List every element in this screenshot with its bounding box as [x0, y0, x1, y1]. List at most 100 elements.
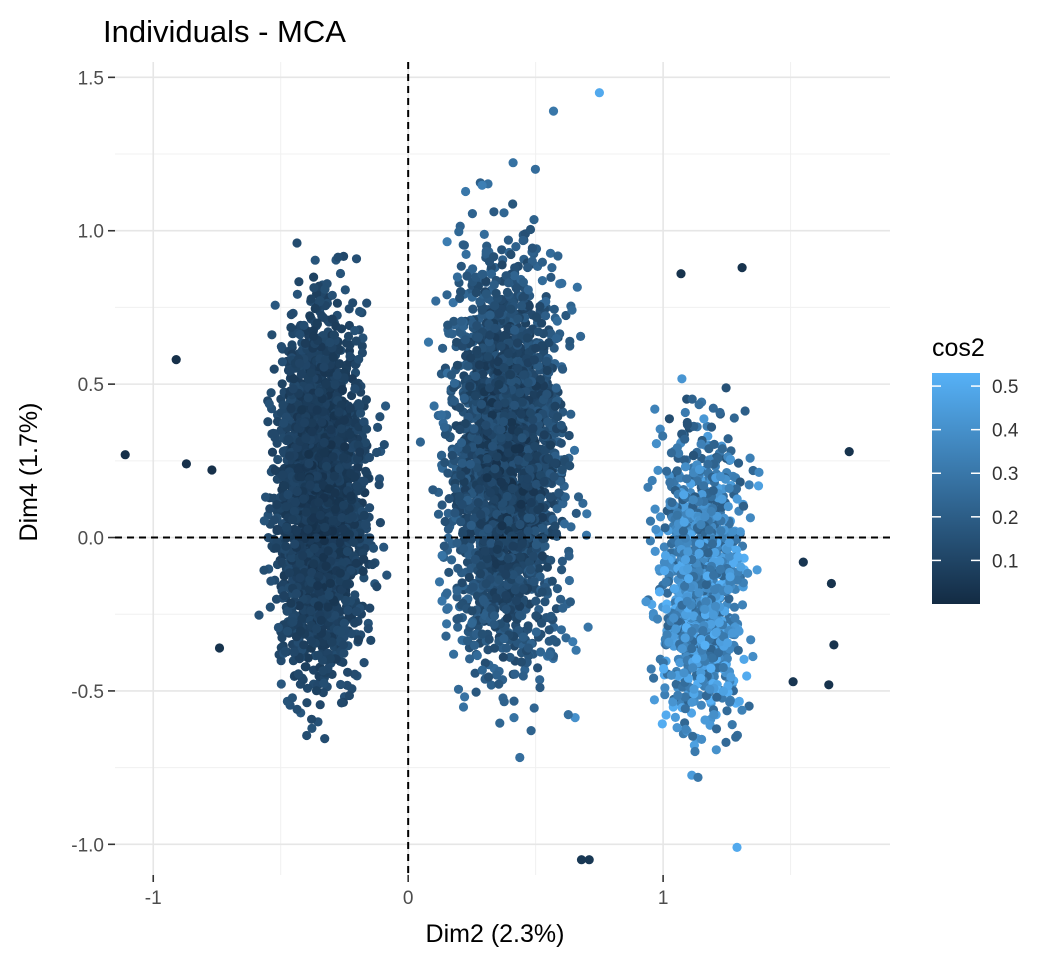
data-point [345, 351, 355, 361]
data-point [356, 408, 366, 418]
data-point [511, 242, 521, 252]
data-point [360, 520, 370, 530]
data-point [281, 522, 291, 533]
data-point [301, 507, 311, 517]
data-point [329, 471, 339, 481]
data-point [317, 417, 327, 427]
data-point [279, 418, 289, 428]
data-point [312, 318, 322, 328]
data-point [307, 723, 317, 734]
data-point [437, 596, 447, 606]
data-point [313, 581, 323, 591]
data-point [303, 393, 313, 403]
data-point [321, 561, 331, 571]
data-point [470, 640, 480, 651]
data-point [501, 643, 512, 653]
data-point [460, 692, 470, 702]
data-point [477, 269, 487, 279]
data-point [319, 448, 329, 458]
data-point [529, 576, 539, 587]
data-point [309, 331, 319, 341]
data-point [269, 364, 279, 374]
data-point [286, 310, 296, 320]
data-point [491, 288, 501, 298]
data-point [283, 489, 293, 500]
data-point [348, 537, 359, 548]
data-point [359, 510, 369, 520]
data-point [372, 582, 382, 592]
data-point [314, 387, 324, 397]
data-point [509, 696, 519, 706]
data-point [459, 393, 469, 403]
data-point [296, 626, 306, 636]
data-point [456, 470, 466, 480]
data-point [557, 278, 567, 288]
data-point [272, 524, 282, 535]
data-point [306, 606, 316, 616]
data-point [295, 573, 305, 583]
data-point [358, 566, 368, 577]
data-point [539, 430, 549, 440]
data-point [542, 562, 553, 572]
data-point [263, 417, 273, 427]
data-point [316, 615, 326, 626]
data-point [267, 330, 277, 340]
data-point [576, 331, 586, 341]
data-point [551, 383, 561, 393]
data-point [328, 452, 338, 462]
data-point [542, 356, 552, 366]
data-point [569, 445, 580, 455]
data-point [429, 401, 439, 411]
data-point [469, 424, 479, 434]
data-point [565, 336, 575, 346]
data-point [268, 428, 278, 438]
data-point [470, 554, 480, 565]
data-point [305, 480, 315, 490]
data-point [315, 700, 325, 710]
data-point [335, 359, 345, 369]
data-point [442, 619, 452, 629]
data-point [439, 422, 450, 432]
data-point [478, 595, 488, 605]
data-point [498, 652, 508, 662]
data-point [468, 264, 478, 274]
data-point [457, 578, 467, 588]
data-point [439, 541, 449, 551]
data-point [462, 271, 472, 281]
data-point [342, 579, 352, 589]
data-point [299, 320, 309, 330]
data-point [321, 379, 331, 389]
data-point [350, 669, 360, 679]
data-point [295, 329, 305, 340]
data-point [343, 331, 354, 341]
data-point [499, 697, 509, 707]
data-point [443, 603, 453, 613]
data-point [359, 477, 369, 487]
data-point [548, 635, 558, 645]
data-point [343, 667, 353, 677]
data-point [338, 452, 348, 463]
data-point [269, 515, 280, 525]
data-point [437, 500, 447, 510]
data-point [557, 556, 568, 566]
data-point [537, 618, 547, 628]
data-point [533, 327, 543, 337]
data-point [350, 590, 360, 600]
data-point [437, 550, 447, 561]
data-point [336, 424, 346, 434]
data-point [515, 610, 525, 620]
data-point [306, 368, 316, 378]
data-point [518, 235, 528, 246]
data-point [563, 710, 573, 720]
data-point [552, 504, 562, 514]
data-point [361, 395, 371, 405]
data-point [355, 306, 365, 317]
data-point [582, 509, 592, 519]
data-point [503, 235, 513, 245]
data-point [438, 343, 448, 353]
data-point [344, 690, 354, 701]
data-point [335, 568, 345, 578]
data-point [306, 294, 316, 304]
data-point [338, 640, 349, 650]
data-point [352, 481, 362, 491]
